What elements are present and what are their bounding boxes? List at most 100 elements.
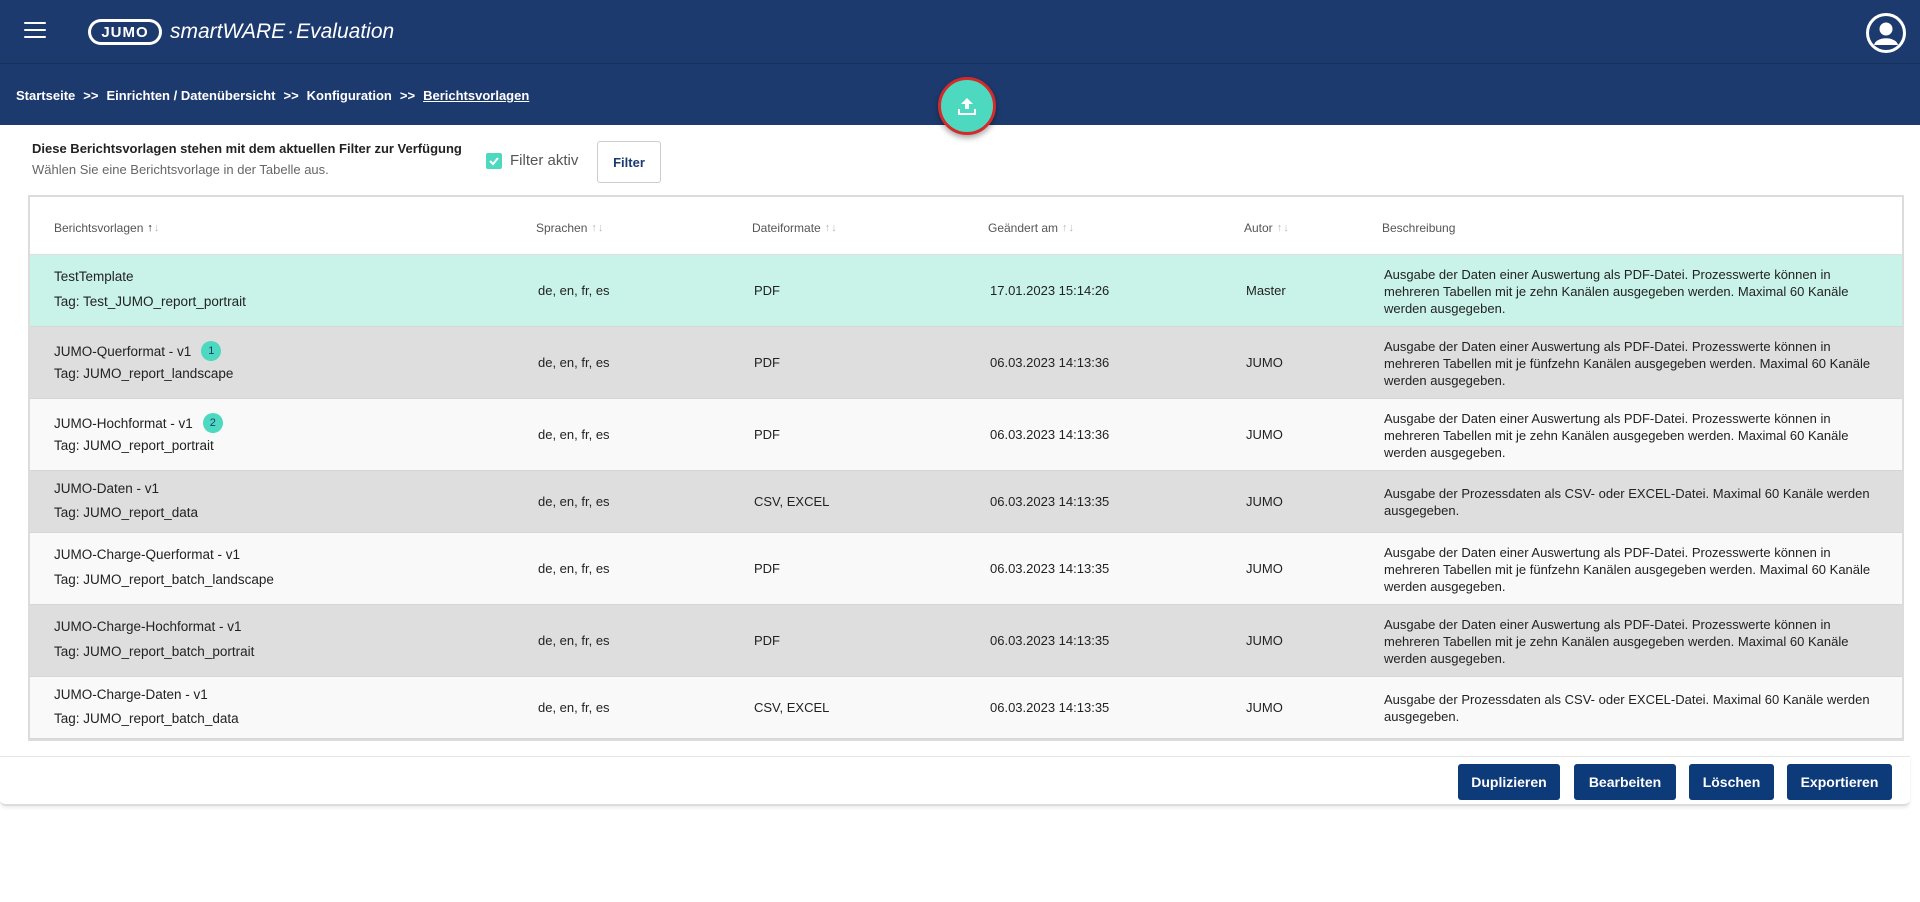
- template-changed-date: 06.03.2023 14:13:35: [990, 494, 1110, 509]
- export-button[interactable]: Exportieren: [1787, 764, 1892, 800]
- template-changed-date: 06.03.2023 14:13:36: [990, 427, 1110, 442]
- template-formats: PDF: [754, 561, 780, 576]
- template-name-text: JUMO-Hochformat - v1: [54, 415, 193, 431]
- template-name: JUMO-Charge-Querformat - v1: [54, 547, 240, 562]
- breadcrumb: Startseite >> Einrichten / Datenübersich…: [16, 88, 529, 103]
- app-brand: smartWARE: [170, 20, 286, 43]
- template-description: Ausgabe der Daten einer Auswertung als P…: [1384, 545, 1871, 594]
- template-name: JUMO-Querformat - v1 1: [54, 341, 222, 361]
- template-changed-date: 06.03.2023 14:13:35: [990, 561, 1110, 576]
- template-name: JUMO-Charge-Daten - v1: [54, 687, 208, 702]
- table-header: Berichtsvorlagen ↑↓ Sprachen ↑↓ Dateifor…: [30, 197, 1902, 255]
- check-icon: [489, 157, 499, 166]
- table-row[interactable]: JUMO-Charge-Querformat - v1 Tag: JUMO_rep…: [30, 533, 1902, 605]
- breadcrumb-separator: >>: [83, 88, 99, 103]
- template-author: JUMO: [1246, 633, 1283, 648]
- template-tag: Tag: JUMO_report_data: [54, 505, 199, 520]
- table-row[interactable]: JUMO-Charge-Daten - v1 Tag: JUMO_report_b…: [30, 677, 1902, 739]
- template-formats: CSV, EXCEL: [754, 494, 830, 509]
- column-label: Geändert am: [988, 221, 1059, 235]
- column-label: Autor: [1244, 221, 1273, 235]
- template-name-text: TestTemplate: [54, 269, 134, 284]
- sort-arrows-icon[interactable]: ↑↓: [1062, 222, 1076, 234]
- filter-active-checkbox[interactable]: [486, 153, 502, 169]
- template-changed-date: 06.03.2023 14:13:35: [990, 700, 1110, 715]
- table-row[interactable]: JUMO-Hochformat - v1 2 Tag: JUMO_report_po…: [30, 399, 1902, 471]
- template-tag: Tag: JUMO_report_batch_data: [54, 711, 239, 726]
- filter-button[interactable]: Filter: [597, 141, 661, 183]
- filter-active-label[interactable]: Filter aktiv: [510, 152, 579, 169]
- sort-arrows-icon[interactable]: ↑↓: [1276, 222, 1290, 234]
- template-languages: de, en, fr, es: [538, 700, 610, 715]
- template-name: JUMO-Hochformat - v1 2: [54, 413, 223, 433]
- intro-title: Diese Berichtsvorlagen stehen mit dem ak…: [32, 141, 462, 156]
- column-header-dateiformate[interactable]: Dateiformate ↑↓: [752, 221, 838, 235]
- jumo-logo: JUMO: [88, 19, 162, 45]
- intro-subtitle: Wählen Sie eine Berichtsvorlage in der T…: [32, 162, 329, 177]
- template-name-text: JUMO-Daten - v1: [54, 481, 160, 496]
- templates-table: Berichtsvorlagen ↑↓ Sprachen ↑↓ Dateifor…: [28, 195, 1904, 741]
- template-name: TestTemplate: [54, 269, 134, 284]
- delete-button[interactable]: Löschen: [1689, 764, 1774, 800]
- hamburger-icon[interactable]: [24, 22, 46, 40]
- template-languages: de, en, fr, es: [538, 427, 610, 442]
- sort-arrows-icon[interactable]: ↑↓: [824, 222, 838, 234]
- template-formats: PDF: [754, 633, 780, 648]
- column-header-autor[interactable]: Autor ↑↓: [1244, 221, 1290, 235]
- template-description: Ausgabe der Daten einer Auswertung als P…: [1384, 411, 1849, 460]
- column-header-sprachen[interactable]: Sprachen ↑↓: [536, 221, 604, 235]
- column-header-geaendert-am[interactable]: Geändert am ↑↓: [988, 221, 1075, 235]
- jumo-logo-text: JUMO: [91, 22, 159, 42]
- upload-icon: [958, 98, 976, 115]
- column-header-berichtsvorlagen[interactable]: Berichtsvorlagen ↑↓: [54, 221, 160, 235]
- template-description: Ausgabe der Prozessdaten als CSV- oder E…: [1384, 692, 1870, 724]
- column-label: Beschreibung: [1382, 221, 1456, 235]
- template-tag: Tag: JUMO_report_portrait: [54, 438, 214, 453]
- column-label: Berichtsvorlagen: [54, 221, 144, 235]
- app-name-separator: ·: [287, 20, 295, 43]
- template-languages: de, en, fr, es: [538, 561, 610, 576]
- breadcrumb-konfiguration[interactable]: Konfiguration: [306, 88, 392, 103]
- template-languages: de, en, fr, es: [538, 283, 610, 298]
- table-row[interactable]: JUMO-Charge-Hochformat - v1 Tag: JUMO_rep…: [30, 605, 1902, 677]
- template-author: JUMO: [1246, 427, 1283, 442]
- edit-button[interactable]: Bearbeiten: [1574, 764, 1676, 800]
- breadcrumb-einrichten[interactable]: Einrichten / Datenübersicht: [106, 88, 276, 103]
- template-changed-date: 06.03.2023 14:13:36: [990, 355, 1110, 370]
- app-header: JUMO smartWARE·Evaluation: [0, 0, 1920, 64]
- template-languages: de, en, fr, es: [538, 355, 610, 370]
- template-author: JUMO: [1246, 494, 1283, 509]
- template-name-text: JUMO-Querformat - v1: [54, 343, 192, 359]
- template-tag: Tag: JUMO_report_landscape: [54, 366, 234, 381]
- app-module: Evaluation: [296, 20, 395, 43]
- template-tag: Tag: Test_JUMO_report_portrait: [54, 294, 246, 309]
- template-description: Ausgabe der Daten einer Auswertung als P…: [1384, 267, 1849, 316]
- breadcrumb-berichtsvorlagen[interactable]: Berichtsvorlagen: [423, 88, 530, 103]
- template-description: Ausgabe der Daten einer Auswertung als P…: [1384, 339, 1871, 388]
- template-changed-date: 17.01.2023 15:14:26: [990, 283, 1110, 298]
- app-logo[interactable]: JUMO smartWARE·Evaluation: [88, 19, 394, 45]
- app-name: smartWARE·Evaluation: [170, 20, 394, 44]
- template-tag: Tag: JUMO_report_batch_landscape: [54, 572, 274, 587]
- duplicate-button[interactable]: Duplizieren: [1458, 764, 1560, 800]
- template-tag: Tag: JUMO_report_batch_portrait: [54, 644, 255, 659]
- template-formats: PDF: [754, 427, 780, 442]
- table-row[interactable]: TestTemplate Tag: Test_JUMO_report_portra…: [30, 255, 1902, 327]
- template-changed-date: 06.03.2023 14:13:35: [990, 633, 1110, 648]
- table-row[interactable]: JUMO-Daten - v1 Tag: JUMO_report_data de, …: [30, 471, 1902, 533]
- template-author: JUMO: [1246, 561, 1283, 576]
- table-row[interactable]: JUMO-Querformat - v1 1 Tag: JUMO_report_la…: [30, 327, 1902, 399]
- sort-arrows-icon[interactable]: ↑↓: [147, 222, 161, 234]
- action-bar: Duplizieren Bearbeiten Löschen Exportier…: [0, 756, 1910, 806]
- column-header-beschreibung: Beschreibung: [1382, 221, 1455, 235]
- template-formats: PDF: [754, 355, 780, 370]
- upload-button[interactable]: [938, 77, 996, 135]
- breadcrumb-separator: >>: [283, 88, 299, 103]
- template-name-text: JUMO-Charge-Daten - v1: [54, 687, 208, 702]
- user-avatar-icon[interactable]: [1866, 13, 1906, 53]
- breadcrumb-separator: >>: [399, 88, 416, 103]
- sort-arrows-icon[interactable]: ↑↓: [591, 222, 605, 234]
- template-name: JUMO-Daten - v1: [54, 481, 159, 496]
- template-languages: de, en, fr, es: [538, 633, 610, 648]
- breadcrumb-startseite[interactable]: Startseite: [16, 88, 76, 103]
